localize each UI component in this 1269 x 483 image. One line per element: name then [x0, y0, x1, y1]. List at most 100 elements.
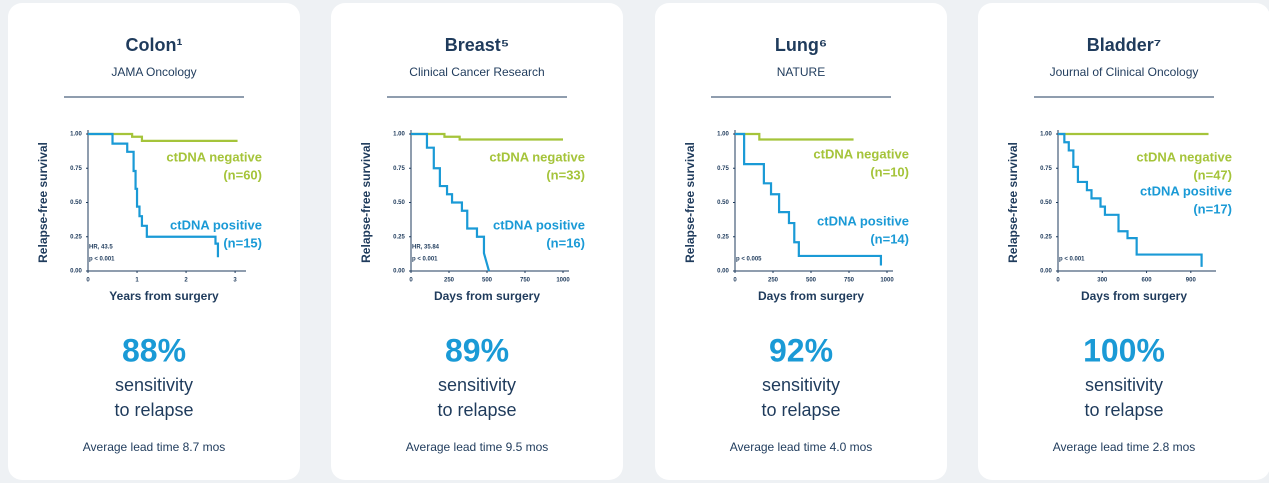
stat-annotation: HR, 43.5: [89, 245, 113, 251]
card: [655, 3, 947, 480]
sensitivity-text: to relapse: [1084, 400, 1163, 420]
survival-line: [88, 132, 238, 142]
y-axis-label: Relapse-free survival: [683, 142, 697, 263]
sensitivity-text: sensitivity: [115, 375, 193, 395]
legend-count: (n=16): [546, 235, 585, 250]
stat-annotation: p < 0.005: [736, 257, 762, 263]
sensitivity-text: sensitivity: [762, 375, 840, 395]
y-tick-label: 0.75: [717, 166, 729, 172]
stat-annotation: p < 0.001: [1059, 257, 1085, 263]
survival-line: [411, 132, 491, 272]
sensitivity-value: 89%: [445, 332, 509, 368]
x-tick-label: 250: [444, 278, 455, 284]
x-tick-label: 600: [1142, 278, 1153, 284]
x-tick-label: 1000: [880, 278, 894, 284]
x-axis-label: Days from surgery: [434, 289, 540, 303]
legend-count: (n=10): [870, 164, 909, 179]
x-tick-label: 750: [520, 278, 531, 284]
lead-time: Average lead time 8.7 mos: [83, 440, 226, 454]
legend-count: (n=14): [870, 231, 909, 246]
x-axis-label: Days from surgery: [1081, 289, 1187, 303]
x-tick-label: 750: [844, 278, 855, 284]
y-tick-label: 1.00: [717, 132, 729, 138]
card-title: Breast⁵: [445, 35, 510, 55]
legend-count: (n=47): [1193, 167, 1232, 182]
x-axis-label: Days from surgery: [758, 289, 864, 303]
x-tick-label: 0: [86, 278, 90, 284]
legend-label: ctDNA negative: [1136, 149, 1232, 164]
survival-line: [735, 132, 854, 141]
x-tick-label: 900: [1186, 278, 1197, 284]
legend-count: (n=33): [546, 167, 585, 182]
y-tick-label: 0.50: [1040, 200, 1052, 206]
legend-count: (n=17): [1193, 201, 1232, 216]
x-tick-label: 0: [1056, 278, 1060, 284]
x-tick-label: 0: [733, 278, 737, 284]
y-tick-label: 0.00: [393, 269, 405, 275]
sensitivity-text: to relapse: [114, 400, 193, 420]
y-tick-label: 0.25: [70, 234, 82, 240]
stat-annotation: p < 0.001: [412, 257, 438, 263]
legend-label: ctDNA positive: [817, 213, 909, 228]
y-tick-label: 0.75: [393, 166, 405, 172]
y-axis-label: Relapse-free survival: [359, 142, 373, 263]
x-tick-label: 2: [184, 278, 188, 284]
y-tick-label: 0.75: [1040, 166, 1052, 172]
x-tick-label: 300: [1097, 278, 1108, 284]
sensitivity-value: 100%: [1083, 332, 1165, 368]
legend-label: ctDNA negative: [813, 146, 909, 161]
stat-annotation: p < 0.001: [89, 257, 115, 263]
survival-line: [735, 132, 883, 266]
y-tick-label: 0.50: [393, 200, 405, 206]
card: [978, 3, 1269, 480]
x-tick-label: 3: [233, 278, 237, 284]
legend-label: ctDNA positive: [493, 217, 585, 232]
card-subtitle: Journal of Clinical Oncology: [1050, 65, 1199, 79]
card: [331, 3, 623, 480]
y-tick-label: 1.00: [70, 132, 82, 138]
y-tick-label: 0.25: [717, 234, 729, 240]
legend-count: (n=15): [223, 235, 262, 250]
legend-label: ctDNA negative: [166, 149, 262, 164]
card-subtitle: JAMA Oncology: [111, 65, 196, 79]
legend-count: (n=60): [223, 167, 262, 182]
x-tick-label: 250: [768, 278, 779, 284]
lead-time: Average lead time 4.0 mos: [730, 440, 873, 454]
survival-line: [411, 132, 563, 141]
sensitivity-value: 88%: [122, 332, 186, 368]
y-tick-label: 0.75: [70, 166, 82, 172]
sensitivity-text: sensitivity: [438, 375, 516, 395]
legend-label: ctDNA positive: [1140, 183, 1232, 198]
card-title: Colon¹: [126, 35, 183, 55]
y-tick-label: 0.00: [1040, 269, 1052, 275]
x-tick-label: 0: [409, 278, 413, 284]
y-tick-label: 0.25: [1040, 234, 1052, 240]
legend-label: ctDNA negative: [489, 149, 585, 164]
lead-time: Average lead time 9.5 mos: [406, 440, 549, 454]
y-tick-label: 0.00: [70, 269, 82, 275]
y-tick-label: 1.00: [393, 132, 405, 138]
x-tick-label: 500: [806, 278, 817, 284]
card-subtitle: NATURE: [777, 65, 825, 79]
survival-line: [88, 132, 220, 258]
card-title: Lung⁶: [775, 35, 827, 55]
y-tick-label: 0.50: [717, 200, 729, 206]
x-tick-label: 1000: [556, 278, 570, 284]
lead-time: Average lead time 2.8 mos: [1053, 440, 1196, 454]
x-tick-label: 500: [482, 278, 493, 284]
sensitivity-text: to relapse: [437, 400, 516, 420]
sensitivity-value: 92%: [769, 332, 833, 368]
y-axis-label: Relapse-free survival: [1006, 142, 1020, 263]
card-title: Bladder⁷: [1087, 35, 1161, 55]
y-tick-label: 0.00: [717, 269, 729, 275]
card: [8, 3, 300, 480]
y-tick-label: 1.00: [1040, 132, 1052, 138]
card-subtitle: Clinical Cancer Research: [409, 65, 544, 79]
sensitivity-text: sensitivity: [1085, 375, 1163, 395]
y-tick-label: 0.25: [393, 234, 405, 240]
x-axis-label: Years from surgery: [109, 289, 219, 303]
legend-label: ctDNA positive: [170, 217, 262, 232]
survival-line: [1058, 132, 1203, 267]
stat-annotation: HR, 35.84: [412, 245, 440, 251]
